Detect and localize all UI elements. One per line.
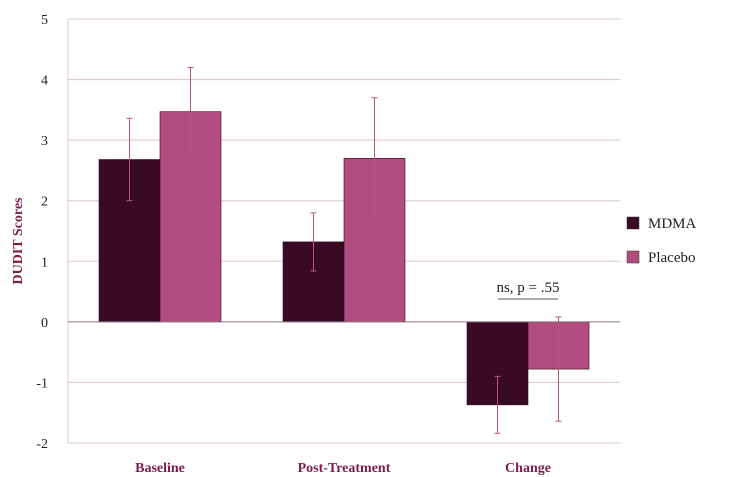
legend-label-mdma: MDMA: [648, 216, 697, 232]
y-tick-label: 5: [41, 13, 48, 28]
category-label: Post-Treatment: [298, 461, 391, 476]
legend-swatch-mdma: [626, 216, 640, 230]
y-tick-label: 4: [41, 74, 48, 89]
category-label: Baseline: [135, 461, 185, 476]
legend-swatch-placebo: [626, 250, 640, 264]
legend: MDMA Placebo: [626, 216, 697, 266]
y-tick-label: -2: [36, 437, 48, 452]
error-bars: [126, 66, 562, 434]
y-tick-labels: 5 4 3 2 1 0 -1 -2: [36, 13, 48, 452]
y-tick-label: 2: [41, 195, 48, 210]
y-tick-label: 0: [41, 316, 48, 331]
y-tick-label: -1: [36, 376, 48, 391]
y-axis-title: DUDIT Scores: [11, 197, 26, 285]
significance-label: ns, p = .55: [496, 280, 559, 296]
y-tick-label: 1: [41, 255, 48, 270]
category-label: Change: [505, 461, 551, 476]
category-labels: Baseline Post-Treatment Change: [135, 461, 551, 476]
legend-label-placebo: Placebo: [648, 250, 695, 266]
y-tick-label: 3: [41, 134, 48, 149]
bars: [98, 111, 590, 406]
significance-annotation: ns, p = .55: [496, 280, 560, 300]
